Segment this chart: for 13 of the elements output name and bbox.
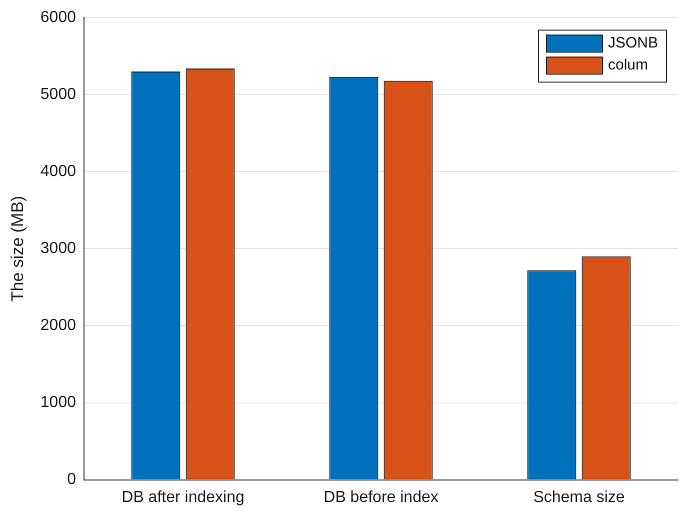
y-tick-label: 2000 [40, 317, 76, 334]
y-tick-label: 1000 [40, 394, 76, 412]
y-axis-title: The size (MB) [8, 196, 27, 302]
y-tick-label: 4000 [40, 163, 76, 180]
y-tick-label: 3000 [40, 240, 76, 258]
x-tick-label: DB after indexing [122, 488, 244, 506]
y-tick-label: 5000 [40, 86, 76, 104]
legend-label: colum [608, 56, 648, 74]
x-tick-label: Schema size [533, 488, 625, 506]
y-tick-label: 0 [67, 471, 76, 488]
y-tick-label: 6000 [40, 9, 76, 26]
legend-label: JSONB [608, 34, 658, 52]
x-tick-label: DB before index [324, 488, 438, 506]
